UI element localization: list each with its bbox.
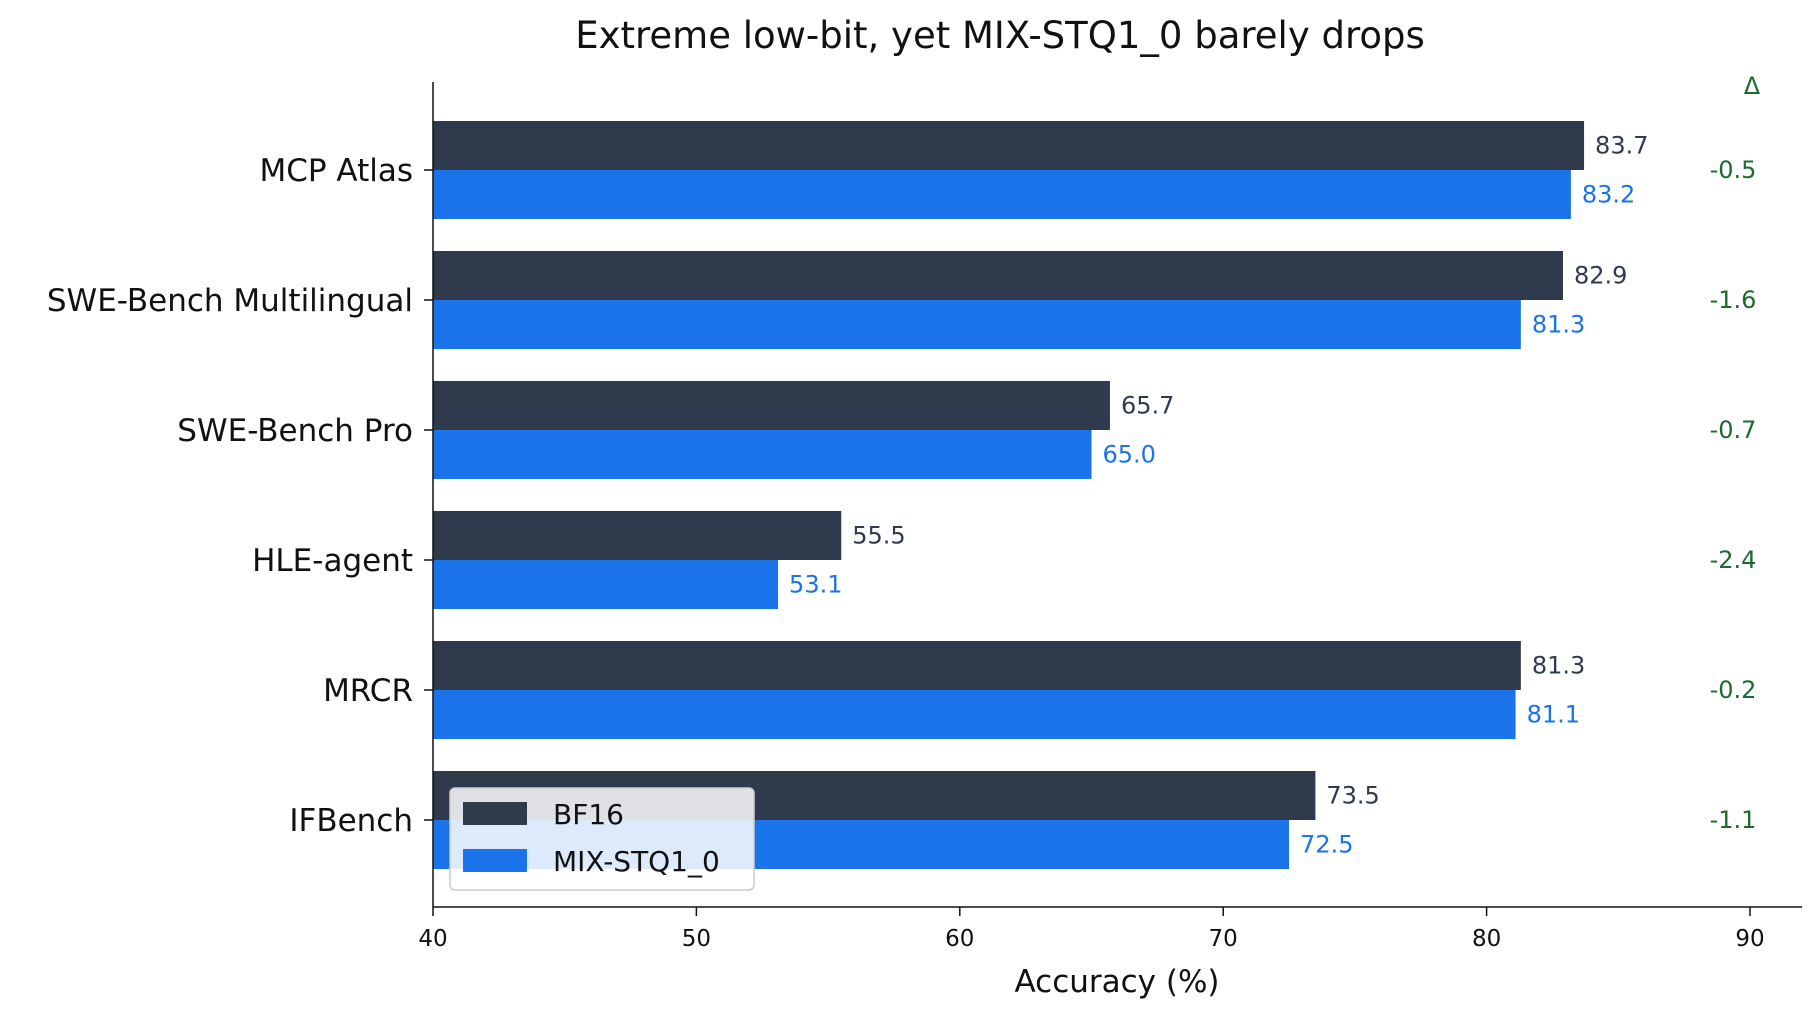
category-label: SWE-Bench Multilingual — [47, 283, 413, 319]
delta-label: -0.2 — [1710, 676, 1757, 704]
chart-title: Extreme low-bit, yet MIX-STQ1_0 barely d… — [575, 14, 1425, 57]
x-tick-label: 50 — [682, 926, 711, 952]
data-label: 72.5 — [1300, 831, 1353, 859]
data-label: 81.3 — [1532, 652, 1585, 680]
axes: MCP Atlas -0.5 SWE-Bench Multilingual -1.6 S… — [47, 82, 1802, 952]
data-label: 83.7 — [1595, 132, 1648, 160]
bar-mix-stq1-0 — [433, 690, 1516, 739]
x-tick-label: 60 — [945, 926, 974, 952]
data-label: 53.1 — [789, 571, 842, 599]
data-label: 65.0 — [1103, 441, 1156, 469]
category-label: HLE-agent — [252, 543, 413, 579]
data-label: 73.5 — [1326, 782, 1379, 810]
data-label: 65.7 — [1121, 392, 1174, 420]
bar-bf16 — [433, 121, 1585, 170]
delta-header: Δ — [1744, 72, 1761, 100]
legend-label: BF16 — [553, 798, 624, 831]
x-tick-label: 70 — [1209, 926, 1238, 952]
legend-swatch — [463, 802, 527, 825]
bar-bf16 — [433, 251, 1563, 300]
bar-mix-stq1-0 — [433, 300, 1521, 349]
data-label: 83.2 — [1582, 181, 1635, 209]
delta-label: -1.6 — [1710, 286, 1757, 314]
bar-mix-stq1-0 — [433, 560, 779, 609]
x-tick-label: 90 — [1735, 926, 1764, 952]
x-tick-label: 40 — [418, 926, 447, 952]
bar-bf16 — [433, 381, 1110, 430]
category-label: MRCR — [323, 673, 413, 709]
delta-label: -2.4 — [1710, 546, 1757, 574]
delta-label: -0.5 — [1710, 156, 1757, 184]
data-label: 81.3 — [1532, 311, 1585, 339]
category-label: IFBench — [289, 803, 413, 839]
legend: BF16 MIX-STQ1_0 — [449, 787, 755, 891]
data-label: 55.5 — [852, 522, 905, 550]
legend-label: MIX-STQ1_0 — [553, 845, 720, 878]
bar-bf16 — [433, 641, 1521, 690]
bar-mix-stq1-0 — [433, 430, 1092, 479]
category-label: MCP Atlas — [259, 153, 413, 189]
data-label: 81.1 — [1527, 701, 1580, 729]
x-axis-label: Accuracy (%) — [1014, 964, 1219, 1000]
bar-group: 83.7 83.2 82.9 81.3 65.7 65.0 55.5 53.1 81.3 81.1… — [433, 121, 1648, 869]
bar-bf16 — [433, 511, 842, 560]
data-label: 82.9 — [1574, 262, 1627, 290]
delta-label: -0.7 — [1710, 416, 1757, 444]
legend-swatch — [463, 849, 527, 872]
x-tick-label: 80 — [1472, 926, 1501, 952]
bar-mix-stq1-0 — [433, 170, 1571, 219]
category-label: SWE-Bench Pro — [177, 413, 413, 449]
delta-label: -1.1 — [1710, 806, 1757, 834]
